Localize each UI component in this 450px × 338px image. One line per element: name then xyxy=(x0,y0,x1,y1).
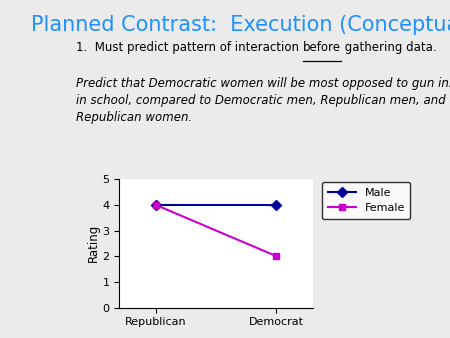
Line: Female: Female xyxy=(152,201,280,260)
Legend: Male, Female: Male, Female xyxy=(322,182,410,219)
Text: before: before xyxy=(303,41,341,53)
Line: Male: Male xyxy=(152,201,280,208)
Female xyxy=(274,254,279,258)
Male xyxy=(153,203,158,207)
Text: 1.  Must predict pattern of interaction: 1. Must predict pattern of interaction xyxy=(76,41,303,53)
Text: Planned Contrast:  Execution (Conceptual): Planned Contrast: Execution (Conceptual) xyxy=(31,15,450,35)
Male xyxy=(274,203,279,207)
Female xyxy=(153,203,158,207)
Text: gathering data.: gathering data. xyxy=(341,41,437,53)
Y-axis label: Rating: Rating xyxy=(86,224,99,263)
Text: Predict that Democratic women will be most opposed to gun instruction
in school,: Predict that Democratic women will be mo… xyxy=(76,76,450,123)
